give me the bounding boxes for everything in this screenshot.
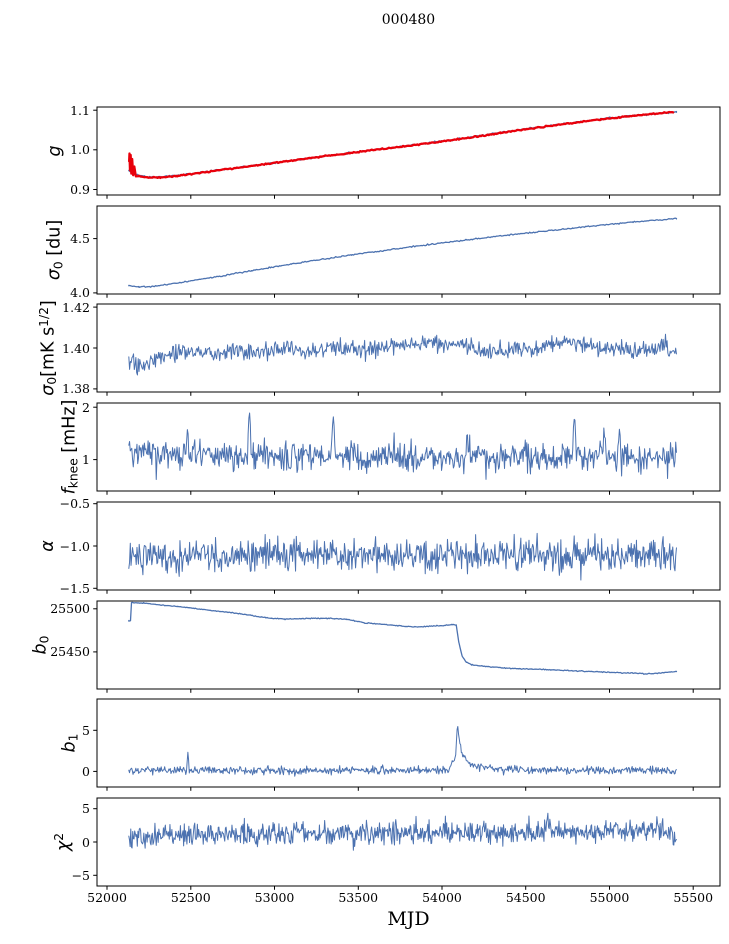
series-sigma0-du bbox=[128, 217, 678, 288]
y-axis-label-alpha: α bbox=[38, 540, 59, 552]
y-axis-label-b1: b1 bbox=[59, 733, 81, 753]
panel-g bbox=[127, 110, 678, 180]
plot-title: 000480 bbox=[381, 12, 436, 28]
y-tick-label: 1.1 bbox=[70, 102, 90, 118]
panel-fknee bbox=[128, 412, 677, 480]
y-tick-label: 0.9 bbox=[70, 181, 90, 197]
series-b1 bbox=[128, 726, 677, 777]
panel-frame-chi2 bbox=[96, 797, 721, 887]
y-axis-label-sigma0-mK: σ0[mK s1/2] bbox=[36, 300, 60, 396]
series-g-fit bbox=[128, 110, 678, 179]
y-tick-label: 2 bbox=[82, 399, 90, 415]
series-fknee bbox=[128, 412, 677, 480]
series-b0 bbox=[128, 601, 678, 675]
y-tick-label: 1.40 bbox=[62, 340, 90, 356]
series-alpha bbox=[128, 532, 677, 581]
y-tick-label: 1.38 bbox=[62, 381, 90, 397]
panel-frame-b1 bbox=[96, 698, 721, 788]
panel-chi2 bbox=[128, 812, 677, 851]
x-tick-label: 52000 bbox=[87, 890, 127, 905]
x-tick-label: 55500 bbox=[673, 890, 714, 905]
y-tick-label: 1.0 bbox=[70, 142, 90, 158]
y-tick-label: 25500 bbox=[50, 601, 90, 617]
y-tick-label: −5 bbox=[71, 867, 90, 883]
y-tick-label: −0.5 bbox=[59, 496, 90, 512]
series-g-overlay bbox=[127, 110, 675, 180]
panel-frame-alpha bbox=[96, 501, 721, 591]
x-axis-label: MJD bbox=[387, 908, 430, 930]
y-tick-label: −1.0 bbox=[59, 538, 90, 554]
panel-frame-b0 bbox=[96, 600, 721, 690]
panel-frame-g bbox=[96, 106, 721, 196]
y-tick-label: 5 bbox=[82, 801, 90, 817]
series-chi2 bbox=[128, 812, 677, 851]
x-tick-label: 54000 bbox=[422, 890, 462, 905]
y-axis-label-sigma0-du: σ0 [du] bbox=[44, 219, 66, 281]
y-axis-label-fknee: fknee [mHz] bbox=[59, 399, 81, 495]
x-tick-label: 55000 bbox=[589, 890, 630, 905]
series-sigma0-mK bbox=[128, 333, 677, 376]
y-tick-label: 4.0 bbox=[70, 285, 90, 301]
y-tick-label: 0 bbox=[82, 834, 90, 850]
y-axis-label-b0: b0 bbox=[30, 635, 52, 655]
panel-b0 bbox=[128, 601, 678, 675]
x-tick-label: 54500 bbox=[505, 890, 546, 905]
panel-frame-fknee bbox=[96, 402, 721, 492]
y-tick-label: 5 bbox=[82, 722, 90, 738]
panel-sigma0-mK bbox=[128, 333, 677, 376]
y-axis-label-chi2: χ2 bbox=[51, 832, 74, 852]
y-tick-label: 0 bbox=[82, 763, 90, 779]
x-tick-label: 53000 bbox=[254, 890, 295, 905]
panel-frame-sigma0-du bbox=[96, 205, 721, 295]
y-axis-label-g: g bbox=[45, 145, 66, 157]
y-tick-label: 25450 bbox=[50, 644, 90, 660]
y-tick-label: −1.5 bbox=[59, 580, 90, 596]
y-tick-label: 1 bbox=[82, 452, 90, 468]
y-tick-label: 4.5 bbox=[70, 231, 90, 247]
panel-b1 bbox=[128, 726, 677, 777]
panel-alpha bbox=[128, 532, 677, 581]
y-tick-label: 1.42 bbox=[62, 299, 90, 315]
panel-sigma0-du bbox=[128, 217, 678, 288]
x-tick-label: 53500 bbox=[338, 890, 379, 905]
x-tick-label: 52500 bbox=[170, 890, 211, 905]
